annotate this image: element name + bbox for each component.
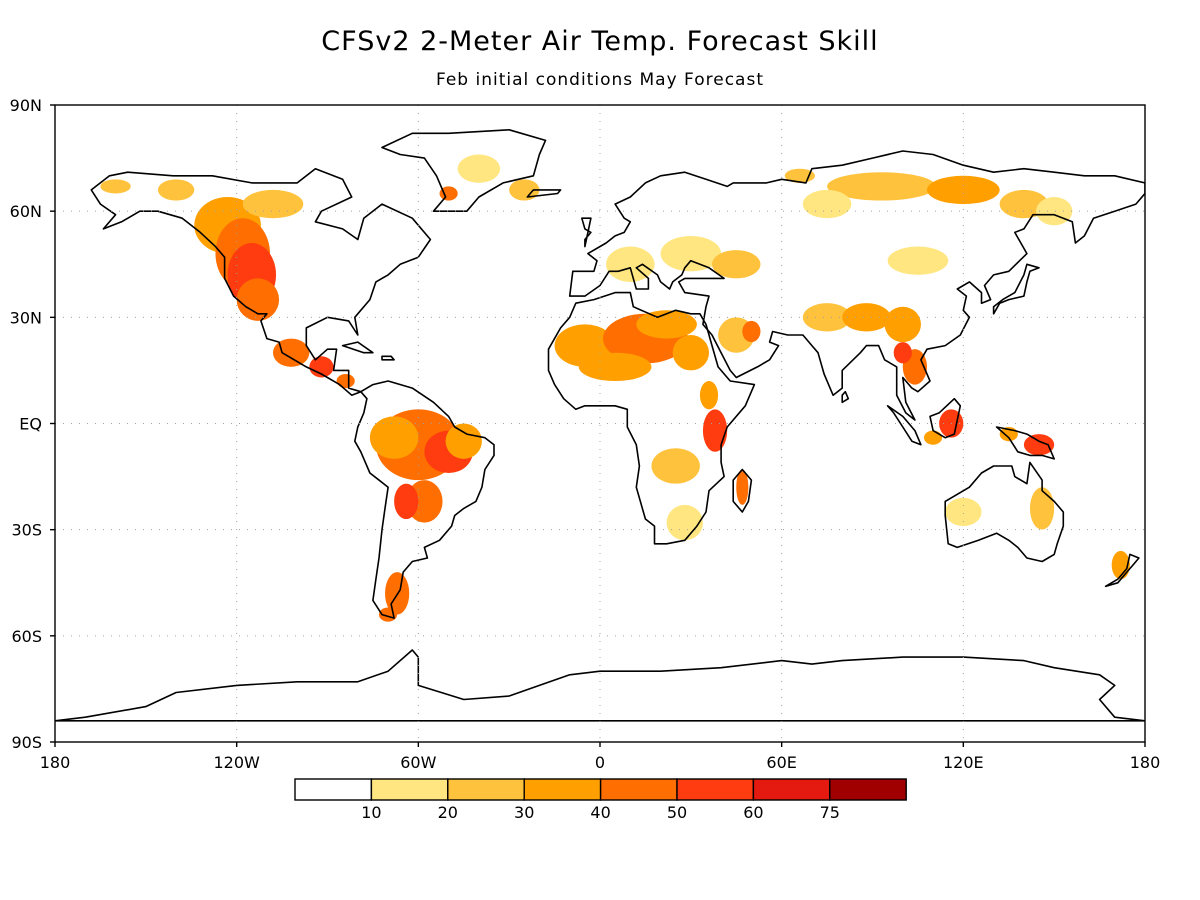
- skill-patch: [666, 504, 703, 541]
- lon-tick-label: 180: [40, 753, 71, 772]
- lat-tick-label: EQ: [19, 415, 42, 434]
- skill-patch: [842, 303, 891, 332]
- coastline: [995, 426, 1055, 460]
- legend-label: 20: [438, 803, 458, 822]
- coastline: [55, 649, 1145, 722]
- lon-tick-label: 180: [1130, 753, 1161, 772]
- skill-patch: [236, 278, 280, 321]
- lat-tick-label: 60S: [11, 627, 42, 646]
- skill-patch: [827, 172, 937, 201]
- map-title: CFSv2 2-Meter Air Temp. Forecast Skill: [321, 26, 879, 57]
- lon-tick-label: 120W: [213, 753, 260, 772]
- legend-swatch: [829, 778, 907, 801]
- legend-swatch: [523, 778, 602, 801]
- skill-patch: [923, 430, 943, 445]
- coastline: [886, 405, 922, 446]
- legend-swatch: [676, 778, 755, 801]
- skill-patch: [884, 306, 921, 343]
- coastline: [341, 341, 374, 354]
- skill-patch: [100, 179, 131, 194]
- skill-patch: [672, 335, 709, 371]
- coastline: [526, 189, 562, 198]
- color-legend: 10 20 30 40 50 60 75: [294, 778, 907, 822]
- skill-patch: [702, 409, 728, 452]
- skill-shading: [100, 154, 1130, 622]
- legend-label: 40: [590, 803, 610, 822]
- skill-patch: [802, 189, 852, 219]
- coastline: [381, 129, 547, 212]
- skill-patch: [439, 186, 458, 201]
- skill-patch: [712, 250, 761, 279]
- skill-patch: [651, 448, 700, 484]
- skill-patch: [927, 175, 1000, 205]
- map-subtitle: Feb initial conditions May Forecast: [435, 70, 764, 90]
- skill-patch: [157, 179, 195, 201]
- coastline: [568, 150, 1145, 421]
- skill-patch: [887, 246, 949, 275]
- legend-label: 10: [361, 803, 381, 822]
- coastline: [90, 167, 432, 396]
- legend-label: 50: [667, 803, 687, 822]
- skill-patch: [445, 423, 482, 459]
- skill-patch: [309, 356, 334, 378]
- legend-label: 60: [743, 803, 763, 822]
- graticule: [55, 105, 1145, 742]
- skill-patch: [242, 189, 304, 219]
- skill-patch: [1036, 197, 1073, 226]
- lat-tick-label: 90S: [11, 733, 42, 752]
- legend-swatch: [294, 778, 373, 801]
- lon-tick-label: 60W: [400, 753, 436, 772]
- lat-tick-label: 60N: [10, 202, 42, 221]
- legend-label: 30: [514, 803, 534, 822]
- skill-patch: [636, 310, 697, 339]
- skill-patch: [660, 235, 722, 272]
- coastline: [841, 390, 850, 404]
- skill-patch: [578, 352, 652, 382]
- lon-tick-label: 120E: [943, 753, 984, 772]
- skill-patch: [509, 179, 540, 201]
- coastline: [581, 217, 592, 248]
- skill-patch: [1029, 487, 1055, 530]
- skill-patch: [1023, 434, 1055, 456]
- skill-patch: [336, 373, 355, 389]
- skill-patch: [742, 320, 761, 343]
- coastline: [992, 263, 1040, 315]
- legend-swatch: [370, 778, 449, 801]
- skill-patch: [394, 483, 419, 520]
- coastlines: [55, 129, 1145, 722]
- lon-tick-label: 60E: [766, 753, 796, 772]
- skill-patch: [736, 469, 749, 505]
- coastline: [944, 461, 1065, 563]
- legend-label: 75: [820, 803, 840, 822]
- coastline: [929, 397, 962, 439]
- coastline: [1104, 553, 1140, 588]
- skill-patch: [802, 303, 852, 332]
- skill-patch: [893, 342, 912, 364]
- lat-tick-label: 30N: [10, 308, 42, 327]
- legend-swatch: [752, 778, 831, 801]
- skill-patch: [369, 416, 419, 459]
- skill-patch: [1111, 550, 1130, 580]
- lon-tick-label: 0: [595, 753, 605, 772]
- skill-patch: [457, 154, 501, 183]
- coastline: [547, 291, 756, 545]
- lat-tick-label: 90N: [10, 96, 42, 115]
- legend-swatch: [447, 778, 525, 801]
- skill-patch: [273, 338, 310, 367]
- legend-swatch: [599, 778, 678, 801]
- lat-tick-label: 30S: [11, 521, 42, 540]
- coastline: [381, 355, 395, 361]
- coastline: [732, 468, 753, 513]
- skill-patch: [945, 497, 982, 527]
- coastline: [354, 380, 495, 619]
- skill-patch: [699, 381, 719, 410]
